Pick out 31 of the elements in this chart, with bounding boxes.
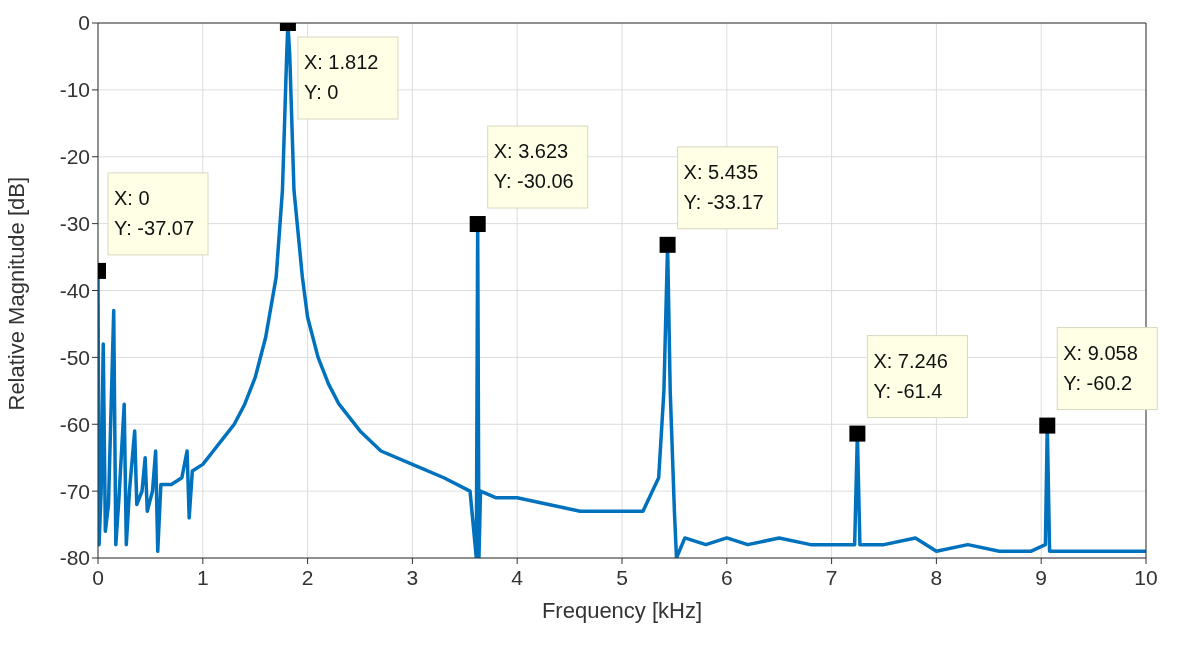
x-tick-label: 2 [301,565,314,589]
y-axis-title: Relative Magnitude [dB] [3,176,29,411]
x-axis-title: Frequency [kHz] [541,598,703,623]
point [1039,417,1056,434]
y-tick-label: -80 [59,546,90,570]
x-tick-label: 6 [720,565,733,589]
y-tick-label: -20 [59,145,90,169]
x-tick-label: 5 [616,565,628,589]
annotation: X: 7.246 Y: -61.4 [873,349,948,402]
point [849,425,866,442]
annotation: X: 0 Y: -37.07 [114,186,195,239]
annotation: X: 1.812 Y: 0 [303,51,379,103]
x-tick-label: 3 [406,565,419,589]
x-tick-label: 10 [1134,565,1158,589]
y-tick-label: -70 [59,479,90,503]
x-tick-label: 8 [930,565,943,589]
x-tick-label: 7 [825,565,838,589]
x-tick-label: 9 [1035,565,1048,589]
y-tick-label: -10 [59,78,90,102]
y-tick-label: -60 [59,412,90,436]
y-tick-label: -30 [59,212,90,236]
point [469,216,486,233]
x-tick-label: 4 [511,565,524,589]
x-tick-label: 1 [196,565,209,589]
y-tick-label: -50 [59,345,90,369]
annotation: X: 3.623 Y: -30.06 [493,140,574,193]
annotation: X: 5.435 Y: -33.17 [683,160,764,213]
point [659,236,676,253]
y-tick-label: 0 [78,11,90,35]
y-tick-label: -40 [59,278,90,302]
annotation: X: 9.058 Y: -60.2 [1063,341,1138,394]
